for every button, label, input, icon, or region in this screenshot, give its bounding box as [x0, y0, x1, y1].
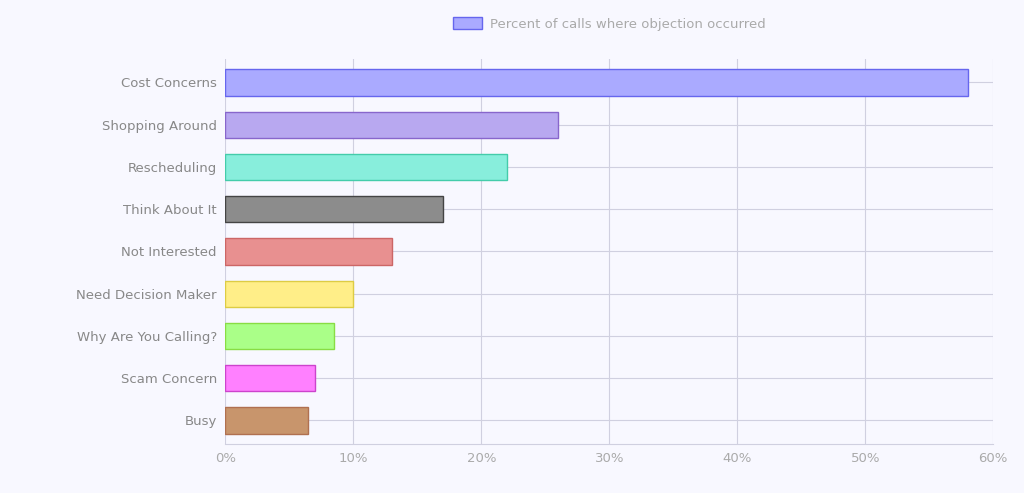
Bar: [225, 154, 507, 180]
Bar: [225, 196, 442, 222]
Bar: [225, 323, 334, 349]
Bar: [225, 70, 968, 96]
Bar: [225, 111, 558, 138]
Bar: [225, 407, 308, 433]
Bar: [225, 365, 315, 391]
Bar: [225, 238, 391, 265]
Legend: Percent of calls where objection occurred: Percent of calls where objection occurre…: [447, 12, 771, 36]
Bar: [225, 281, 353, 307]
